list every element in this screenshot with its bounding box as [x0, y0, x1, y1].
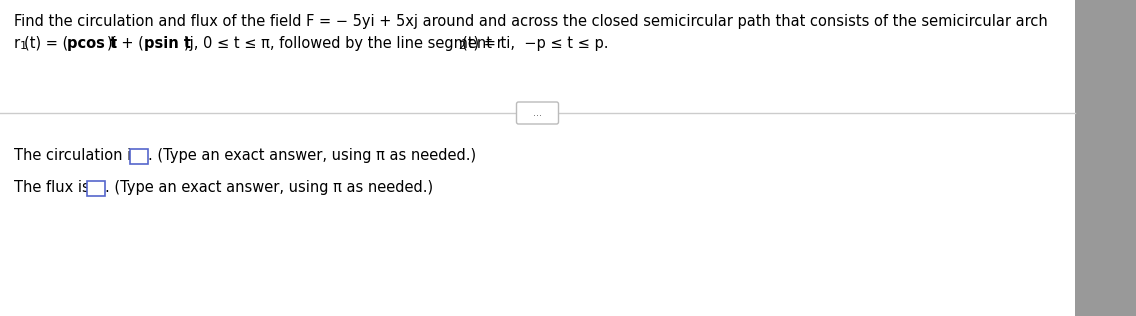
Text: Find the circulation and flux of the field F = − 5yi + 5xj around and across the: Find the circulation and flux of the fie… [14, 14, 1047, 29]
Bar [130, 149, 148, 164]
Text: )i + (: )i + ( [107, 36, 144, 51]
Text: pcos t: pcos t [67, 36, 117, 51]
Text: The circulation is: The circulation is [14, 148, 143, 163]
Text: ...: ... [533, 108, 542, 118]
Text: r: r [14, 36, 20, 51]
Text: . (Type an exact answer, using π as needed.): . (Type an exact answer, using π as need… [148, 148, 476, 163]
Text: . (Type an exact answer, using π as needed.): . (Type an exact answer, using π as need… [106, 180, 433, 195]
Text: 2: 2 [458, 41, 466, 51]
Bar [87, 181, 106, 196]
FancyBboxPatch shape [517, 102, 559, 124]
Text: The flux is: The flux is [14, 180, 94, 195]
Text: 1: 1 [20, 41, 27, 51]
Text: (t) = ti,  −p ≤ t ≤ p.: (t) = ti, −p ≤ t ≤ p. [462, 36, 609, 51]
Text: (t) = (: (t) = ( [24, 36, 68, 51]
Bar [1075, 0, 1136, 316]
Text: psin t: psin t [143, 36, 191, 51]
Text: )j, 0 ≤ t ≤ π, followed by the line segment r: )j, 0 ≤ t ≤ π, followed by the line segm… [184, 36, 502, 51]
